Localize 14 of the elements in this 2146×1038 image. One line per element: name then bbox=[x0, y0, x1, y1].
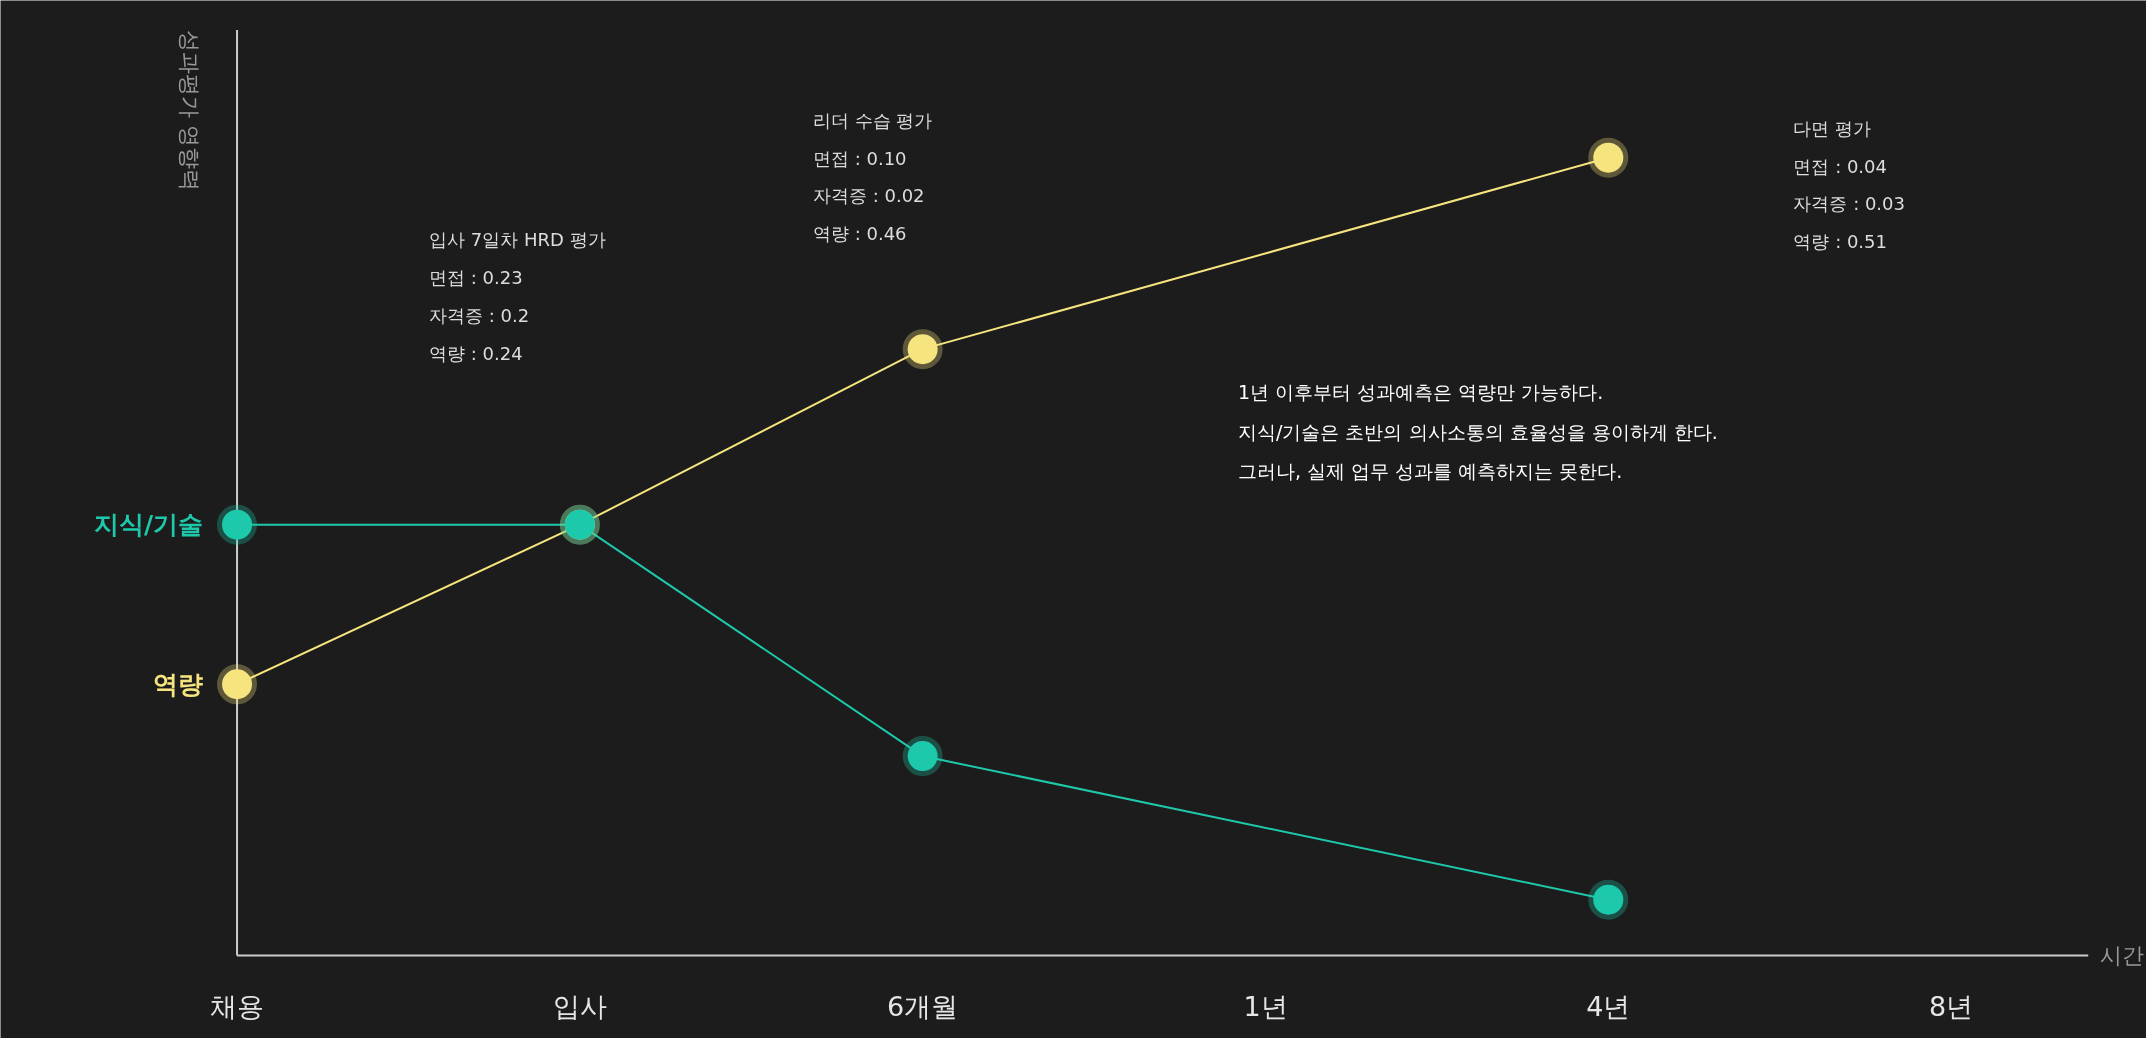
annotation: 다면 평가 면접 : 0.04 자격증 : 0.03 역량 : 0.51 bbox=[1793, 117, 1905, 253]
x-tick-label: 입사 bbox=[552, 991, 607, 1023]
x-tick-label: 4년 bbox=[1586, 991, 1631, 1023]
annotation: 입사 7일차 HRD 평가 면접 : 0.23 자격증 : 0.2 역량 : 0.24 bbox=[429, 229, 606, 364]
x-tick-label: 채용 bbox=[210, 991, 265, 1023]
series-label: 역량 bbox=[153, 669, 204, 699]
annotation: 리더 수습 평가 면접 : 0.10 자격증 : 0.02 역량 : 0.46 bbox=[812, 109, 933, 245]
x-axis-title: 시간 bbox=[2100, 943, 2145, 969]
y-axis-title: 성과평가 영향력 bbox=[176, 30, 202, 192]
x-tick-label: 1년 bbox=[1243, 991, 1288, 1023]
x-tick-label: 8년 bbox=[1929, 991, 1974, 1023]
annotation: 1년 이후부터 성과예측은 역량만 가능하다. 지식/기술은 초반의 의사소통의 효율성을 용이하게 한다. 그러나, 실제 업무 성과를 예측하지는 못한다. bbox=[1238, 381, 1718, 483]
x-tick-label: 6개월 bbox=[887, 991, 959, 1023]
series-label: 지식/기술 bbox=[93, 510, 204, 540]
